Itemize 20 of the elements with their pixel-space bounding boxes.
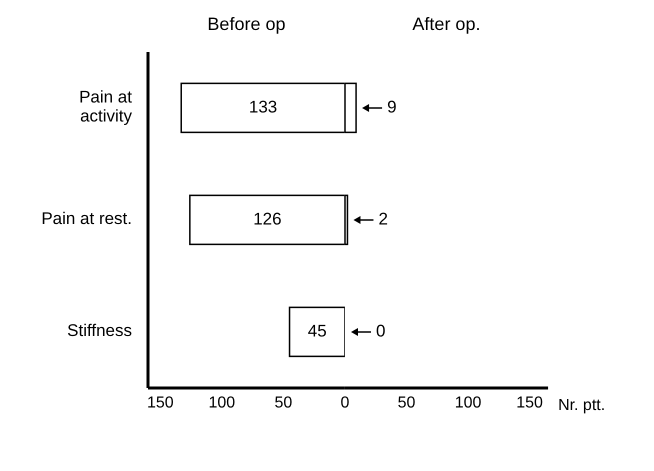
y-tick-label: Pain at activity [79,88,132,126]
x-tick-label: 50 [274,394,292,412]
data-label: 133 [248,97,278,116]
y-tick-label: Stiffness [67,321,132,340]
x-tick-label: 0 [340,394,350,412]
data-label: 0 [376,321,386,340]
data-label: 126 [253,209,282,228]
bar [288,306,345,358]
x-tick-label: 100 [454,394,482,412]
data-label: 9 [387,97,396,116]
text: Before op [206,14,286,35]
x-tick-label: 150 [516,394,543,412]
data-label: 45 [308,321,327,340]
data-label: 2 [378,209,388,228]
x-axis-title: Nr. ptt. [558,397,606,414]
y-tick-label: Pain at rest. [41,209,132,228]
x-tick-label: 50 [398,394,416,412]
x-tick-label: 100 [208,394,236,412]
text: After op. [411,14,482,35]
x-tick-label: 150 [146,394,174,412]
